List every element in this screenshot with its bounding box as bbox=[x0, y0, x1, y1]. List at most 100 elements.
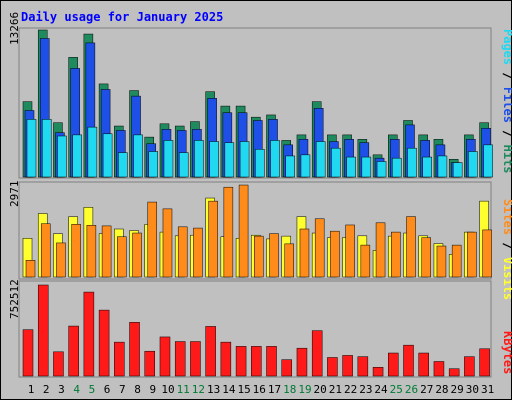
day-label: 1 bbox=[28, 383, 35, 396]
day-label: 26 bbox=[405, 383, 418, 396]
sites-bar bbox=[254, 235, 264, 278]
day-label: 19 bbox=[298, 383, 311, 396]
pages-bar bbox=[57, 135, 67, 178]
kbytes-panel: 752512 KBytes bbox=[8, 279, 512, 378]
sites-bar bbox=[132, 232, 142, 278]
kbytes-bar bbox=[37, 284, 49, 377]
legend-pages: Pages bbox=[501, 29, 512, 65]
sites-visits-panel: 2971 Sites / Visits bbox=[8, 181, 512, 301]
pages-bar bbox=[41, 119, 52, 178]
legend-separator: / bbox=[501, 235, 512, 257]
day-label: 20 bbox=[314, 383, 327, 396]
pages-bar bbox=[239, 141, 250, 178]
day-label: 25 bbox=[390, 383, 403, 396]
day-label: 13 bbox=[207, 383, 220, 396]
kbytes-bar bbox=[68, 325, 79, 377]
pages-bar bbox=[209, 141, 219, 178]
day-label: 30 bbox=[466, 383, 479, 396]
kbytes-bar bbox=[311, 330, 323, 377]
day-label: 8 bbox=[134, 383, 141, 396]
day-label: 31 bbox=[481, 383, 494, 396]
legend-sites: Sites bbox=[501, 199, 512, 235]
pages-bar bbox=[255, 149, 265, 178]
kbytes-bar bbox=[479, 348, 490, 377]
kbytes-bar bbox=[83, 291, 95, 377]
pages-bar bbox=[452, 162, 463, 178]
kbytes-bar bbox=[281, 359, 292, 377]
sites-bar bbox=[345, 224, 355, 278]
pages-bar bbox=[133, 134, 143, 178]
day-label: 7 bbox=[119, 383, 126, 396]
pages-bar bbox=[26, 119, 37, 178]
kbytes-legend: KBytes bbox=[501, 331, 512, 374]
pages-bar bbox=[300, 154, 311, 178]
kbytes-bar bbox=[129, 322, 140, 377]
kbytes-bar bbox=[220, 341, 232, 377]
legend-kbytes: KBytes bbox=[501, 331, 512, 374]
sites-bar bbox=[436, 245, 447, 278]
pages-bar bbox=[392, 157, 402, 178]
day-label: 22 bbox=[344, 383, 357, 396]
kbytes-bar bbox=[342, 355, 353, 377]
kbytes-ymax-label: 752512 bbox=[8, 279, 21, 319]
pages-files-hits-bars bbox=[22, 29, 493, 178]
sites-bar bbox=[208, 200, 218, 278]
day-label: 21 bbox=[329, 383, 342, 396]
kbytes-bar bbox=[266, 346, 277, 377]
day-label: 18 bbox=[283, 383, 296, 396]
day-label: 12 bbox=[192, 383, 205, 396]
day-label: 23 bbox=[359, 383, 372, 396]
day-label: 27 bbox=[420, 383, 433, 396]
day-label: 14 bbox=[222, 383, 236, 396]
sites-bar bbox=[147, 201, 158, 278]
sites-bar bbox=[375, 222, 386, 278]
pages-bar bbox=[361, 156, 372, 178]
pages-bar bbox=[102, 133, 113, 178]
day-label: 29 bbox=[451, 383, 464, 396]
pages-bar bbox=[407, 147, 417, 178]
sites-visits-legend: Sites / Visits bbox=[501, 199, 512, 300]
sites-bar bbox=[101, 225, 112, 278]
kbytes-bar bbox=[114, 341, 125, 377]
pages-bar bbox=[346, 156, 356, 178]
sites-bar bbox=[299, 228, 310, 278]
day-label: 4 bbox=[73, 383, 80, 396]
day-label: 6 bbox=[104, 383, 111, 396]
sites-bar bbox=[238, 184, 249, 278]
day-labels: 1 2 3 4 5 6 7 8 9 10 11 12 13 14 15 16 17 18 19 20 21 22 23 24 2… bbox=[28, 383, 495, 396]
legend-files: Files bbox=[501, 87, 512, 123]
pages-bar bbox=[148, 151, 159, 178]
sites-bar bbox=[451, 244, 462, 278]
kbytes-bar bbox=[448, 368, 460, 377]
sites-bar bbox=[314, 218, 325, 278]
kbytes-bar bbox=[327, 357, 338, 377]
kbytes-bar bbox=[296, 347, 308, 377]
day-label: 2 bbox=[43, 383, 50, 396]
kbytes-bar bbox=[403, 344, 414, 377]
pages-bar bbox=[178, 152, 189, 178]
pages-bar bbox=[468, 151, 478, 178]
day-label: 24 bbox=[374, 383, 388, 396]
sites-bar bbox=[330, 230, 340, 278]
day-label: 15 bbox=[237, 383, 250, 396]
kbytes-bar bbox=[144, 350, 156, 377]
day-label: 3 bbox=[58, 383, 65, 396]
kbytes-bar bbox=[357, 356, 369, 377]
day-label: 10 bbox=[161, 383, 174, 396]
kbytes-bar bbox=[174, 341, 186, 377]
pages-bar bbox=[315, 141, 326, 178]
pages-bar bbox=[72, 134, 82, 178]
kbytes-bar bbox=[98, 309, 110, 377]
sites-bar bbox=[40, 223, 51, 278]
sites-bar bbox=[482, 229, 492, 278]
sites-bar bbox=[25, 260, 36, 278]
chart-title: Daily usage for January 2025 bbox=[21, 10, 223, 24]
day-label: 28 bbox=[435, 383, 448, 396]
pages-bar bbox=[376, 161, 387, 178]
day-label: 17 bbox=[268, 383, 281, 396]
pages-bar bbox=[194, 140, 204, 178]
kbytes-bar bbox=[388, 352, 399, 377]
sites-bar bbox=[284, 243, 294, 278]
